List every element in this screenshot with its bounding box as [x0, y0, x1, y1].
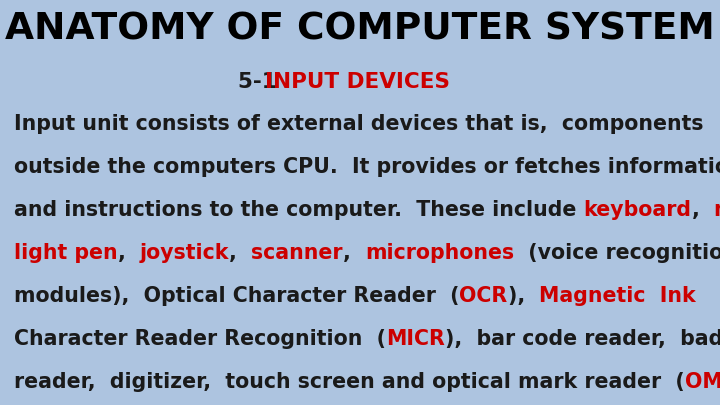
Text: light pen: light pen — [14, 243, 117, 263]
Text: reader,  digitizer,  touch screen and optical mark reader  (: reader, digitizer, touch screen and opti… — [14, 372, 685, 392]
Text: microphones: microphones — [365, 243, 514, 263]
Text: ,: , — [229, 243, 251, 263]
Text: mouse: mouse — [714, 200, 720, 220]
Text: OCR: OCR — [459, 286, 508, 306]
Text: OMR: OMR — [685, 372, 720, 392]
Text: scanner: scanner — [251, 243, 343, 263]
Text: ,: , — [117, 243, 140, 263]
Text: Magnetic  Ink: Magnetic Ink — [539, 286, 696, 306]
Text: ,: , — [691, 200, 714, 220]
Text: and instructions to the computer.  These include: and instructions to the computer. These … — [14, 200, 583, 220]
Text: ),: ), — [508, 286, 539, 306]
Text: ),  bar code reader,  badge: ), bar code reader, badge — [445, 329, 720, 349]
Text: (voice recognition: (voice recognition — [514, 243, 720, 263]
Text: keyboard: keyboard — [583, 200, 691, 220]
Text: 5-1: 5-1 — [238, 72, 284, 92]
Text: modules),  Optical Character Reader  (: modules), Optical Character Reader ( — [14, 286, 459, 306]
Text: outside the computers CPU.  It provides or fetches information: outside the computers CPU. It provides o… — [14, 157, 720, 177]
Text: ,: , — [343, 243, 365, 263]
Text: joystick: joystick — [140, 243, 229, 263]
Text: Character Reader Recognition  (: Character Reader Recognition ( — [14, 329, 386, 349]
Text: Input unit consists of external devices that is,  components: Input unit consists of external devices … — [14, 114, 703, 134]
Text: INPUT DEVICES: INPUT DEVICES — [265, 72, 450, 92]
Text: ANATOMY OF COMPUTER SYSTEM: ANATOMY OF COMPUTER SYSTEM — [5, 12, 715, 48]
Text: MICR: MICR — [386, 329, 445, 349]
